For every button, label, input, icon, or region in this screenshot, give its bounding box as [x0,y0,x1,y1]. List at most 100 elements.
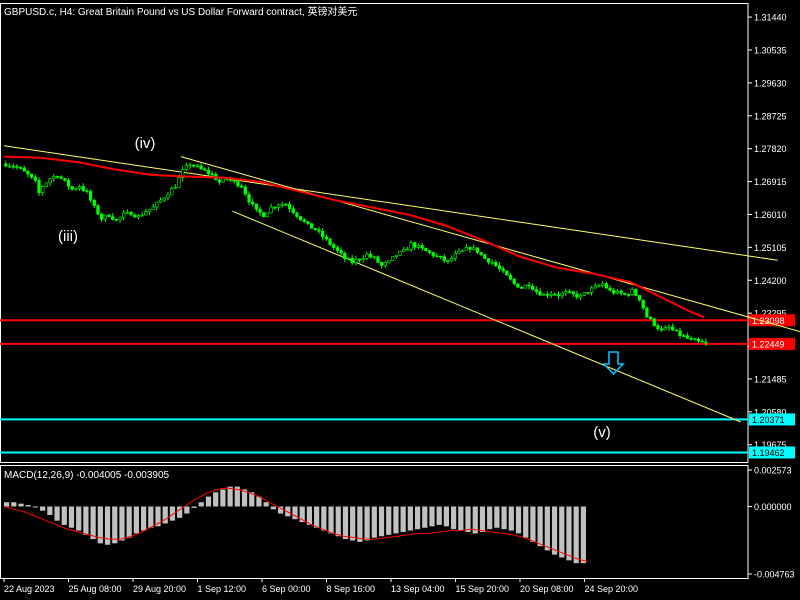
macd-histogram-bar [321,506,327,531]
candle-body [696,338,701,342]
candle-body [626,294,631,296]
macd-histogram-bar [119,506,125,541]
macd-histogram-bar [277,506,284,514]
macd-histogram-bar [155,506,161,527]
candle-body [276,204,281,208]
candle-body [343,252,347,260]
candle-body [122,212,126,218]
candle-body [516,283,520,288]
candle-body [398,250,402,256]
candle-body [357,258,362,261]
macd-histogram-bar [169,506,176,521]
candle-body [195,165,200,168]
macd-histogram-bar [40,506,46,511]
candle-body [564,291,568,294]
candle-body [391,256,395,261]
candle-body [243,186,247,195]
candle-body [129,211,133,216]
candle-body [37,179,41,193]
candle-body [682,335,686,337]
candle-body [704,341,708,344]
macd-histogram-bar [227,486,233,507]
level-tag-1.23098 [749,314,795,327]
candle-body [413,242,417,248]
candle-body [339,250,343,254]
candle-body [70,186,74,190]
channel-line-2 [180,156,800,333]
candle-body [350,257,354,264]
time-label: 6 Sep 00:00 [262,584,311,594]
candle-body [615,290,620,294]
wave-label-2: (v) [593,424,611,441]
candle-body [26,170,30,175]
candle-body [438,255,443,258]
candle-body [63,178,67,181]
candle-body [41,186,45,193]
candle-body [169,188,174,196]
candle-body [354,258,358,264]
candle-body [265,212,270,218]
macd-histogram-bar [140,506,147,531]
candle-body [77,186,82,189]
macd-histogram-bar [198,502,204,507]
macd-histogram-bar [11,502,17,507]
candle-body [361,258,365,261]
macd-signal-line [3,487,589,563]
macd-tick-label: 0.000000 [754,502,792,512]
candle-body [519,287,524,289]
macd-histogram-bar [76,506,82,531]
macd-histogram-bar [350,506,356,541]
candle-body [461,249,465,252]
candle-body [457,250,461,254]
candle-body [582,292,586,296]
candle-body [553,293,557,296]
candle-body [402,248,406,252]
candle-body [700,340,704,343]
candle-body [111,216,115,220]
candle-body [88,191,93,201]
macd-histogram-bar [241,489,248,507]
candle-body [317,229,321,232]
candle-body [472,247,476,250]
candle-body [210,173,214,176]
candle-body [689,337,693,340]
macd-panel-frame [0,465,749,579]
macd-histogram-bar [414,506,421,530]
candle-body [147,209,152,213]
macd-histogram-bar [472,506,478,534]
candle-body [173,187,177,189]
candle-body [368,253,373,258]
candle-body [483,254,487,259]
level-tag-1.22449 [749,337,795,350]
candle-body [523,284,527,289]
candle-body [11,165,15,168]
macd-histogram-bar [465,506,471,532]
candle-body [232,179,236,182]
macd-histogram-bar [580,506,586,564]
candle-body [630,289,634,295]
candle-body [306,221,310,224]
macd-histogram-bar [407,506,413,531]
candle-body [192,164,196,167]
macd-tick-label: 0.002573 [754,466,792,476]
candle-body [453,252,457,259]
candle-body [236,180,240,187]
macd-histogram-bar [270,506,276,510]
macd-histogram-bar [458,506,464,531]
time-label: 20 Sep 08:00 [520,584,574,594]
macd-histogram-bar [256,496,262,507]
candle-body [15,166,19,168]
macd-histogram-bar [400,506,406,532]
candle-body [291,208,295,214]
candle-body [571,291,575,295]
candle-body [372,256,376,259]
macd-histogram-bar [205,496,212,507]
macd-histogram-bar [249,492,255,507]
macd-histogram-bar [25,505,31,507]
candle-body [166,194,170,199]
price-tick-label: 1.27820 [754,144,787,154]
candle-body [107,214,111,217]
candle-body [637,295,642,301]
candle-body [593,285,597,289]
macd-histogram-bar [184,506,190,514]
